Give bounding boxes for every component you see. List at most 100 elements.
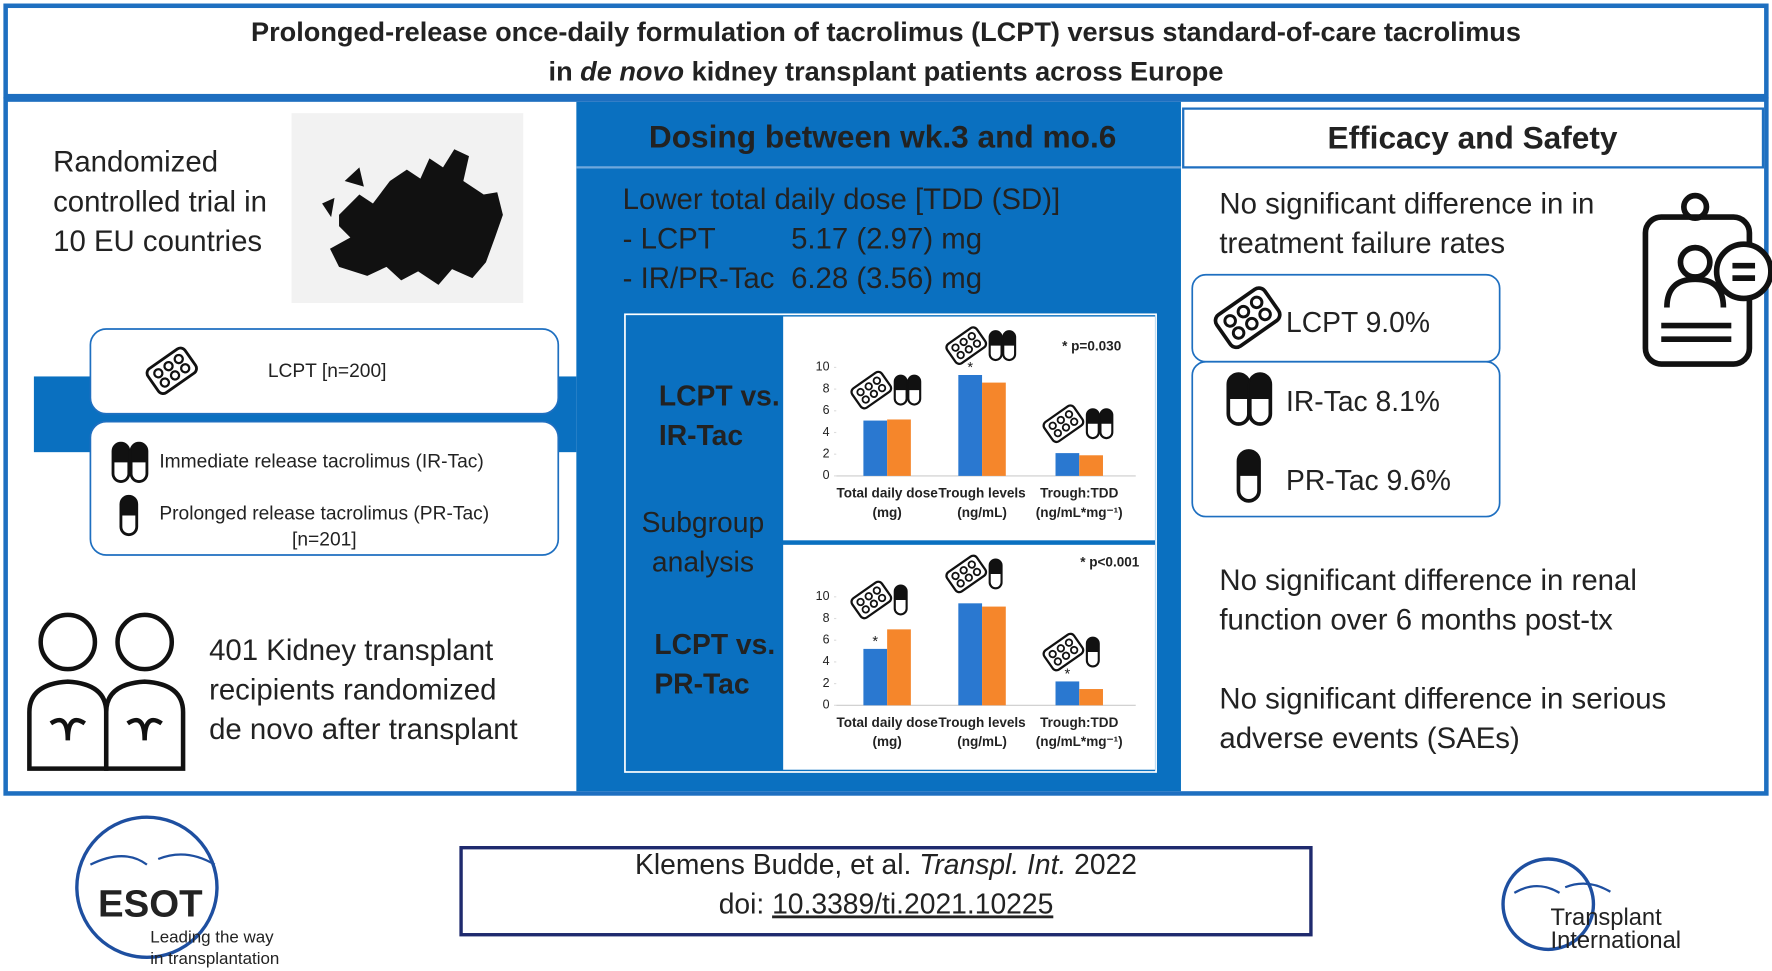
significance-marker: *: [1065, 667, 1071, 683]
capsule-icon: [988, 558, 1003, 590]
bar: [958, 374, 983, 476]
esot-tagline: Leading the way: [150, 928, 274, 947]
y-tick-label: 8: [823, 381, 830, 395]
x-tick-label: (ng/mL*mg⁻¹): [1036, 734, 1123, 749]
body-text: Randomized: [53, 146, 218, 179]
citation: Klemens Budde, et al. Transpl. Int. 2022: [635, 848, 1137, 880]
arm-label: Prolonged release tacrolimus (PR-Tac): [159, 503, 489, 524]
panel-heading: Dosing between wk.3 and mo.6: [649, 118, 1116, 154]
capsule-icon: [893, 584, 908, 616]
europe-map: [322, 149, 503, 285]
y-tick-label: 8: [823, 611, 830, 625]
y-tick-label: 10: [816, 360, 830, 374]
body-text: treatment failure rates: [1219, 227, 1505, 260]
citation-part: Klemens Budde, et al.: [635, 848, 919, 880]
panel-heading: Efficacy and Safety: [1328, 120, 1618, 156]
bar: [863, 420, 888, 476]
esot-tagline: in transplantation: [150, 949, 279, 968]
body-text: 10 EU countries: [53, 225, 262, 258]
subgroup-label: analysis: [652, 546, 754, 578]
title-part: in: [549, 56, 581, 87]
chart-annotation: * p<0.001: [1080, 554, 1140, 569]
journal-wordmark: Transplant: [1551, 905, 1663, 931]
bar: [1055, 453, 1080, 476]
capsule-icon: [893, 374, 908, 406]
title-line: in de novo kidney transplant patients ac…: [549, 56, 1224, 87]
capsule-icon: [119, 494, 139, 537]
comparison-label: IR-Tac: [659, 419, 743, 451]
dose-label: - LCPT: [623, 223, 716, 256]
x-tick-label: Trough levels: [938, 486, 1025, 501]
capsule-icon: [1085, 636, 1100, 668]
bar: [863, 648, 888, 706]
rate-label: IR-Tac 8.1%: [1286, 385, 1440, 417]
journal-wordmark: International: [1551, 928, 1682, 954]
subgroup-label: Subgroup: [642, 506, 765, 538]
capsule-icon: [129, 441, 149, 483]
esot-wordmark: ESOT: [98, 883, 203, 926]
body-text: No significant difference in renal: [1219, 564, 1636, 597]
title-part: kidney transplant patients across Europe: [684, 56, 1223, 87]
body-text: adverse events (SAEs): [1219, 722, 1519, 755]
capsule-icon: [111, 441, 131, 483]
comparison-label: LCPT vs.: [654, 628, 775, 660]
title-line: Prolonged-release once-daily formulation…: [251, 16, 1521, 47]
bar: [1055, 681, 1080, 706]
journal-logo: [1501, 857, 1611, 952]
x-tick-label: Total daily dose: [836, 715, 938, 730]
citation-box: [459, 846, 1313, 937]
tac-arm-box: [89, 420, 560, 556]
patients-icon: [27, 612, 186, 771]
x-tick-label: Trough:TDD: [1040, 715, 1118, 730]
y-tick-label: 2: [823, 446, 830, 460]
comparison-label: LCPT vs.: [659, 379, 780, 411]
doi-prefix: doi:: [719, 888, 772, 920]
body-text: recipients randomized: [209, 674, 496, 707]
lcpt-arm-box: [89, 328, 560, 415]
body-text: 401 Kidney transplant: [209, 634, 493, 667]
body-text: de novo after transplant: [209, 713, 518, 746]
capsule-icon: [1247, 372, 1273, 426]
dose-label: - IR/PR-Tac: [623, 262, 775, 295]
capsule-icon: [1002, 330, 1017, 362]
citation-part: Transpl. Int.: [919, 848, 1066, 880]
right-heading-box: [1182, 107, 1765, 169]
capsule-icon: [988, 330, 1003, 362]
body-text: controlled trial in: [53, 185, 267, 218]
comparison-label: PR-Tac: [654, 668, 749, 700]
bar: [887, 629, 911, 706]
x-tick-label: (ng/mL): [957, 734, 1007, 749]
significance-marker: *: [967, 360, 973, 376]
significance-marker: *: [872, 634, 878, 650]
doi-link[interactable]: 10.3389/ti.2021.10225: [772, 888, 1053, 920]
body-text: No significant difference in in: [1219, 188, 1594, 221]
bar: [1079, 689, 1103, 706]
y-tick-label: 10: [816, 589, 830, 603]
capsule-icon: [1236, 449, 1261, 503]
x-tick-label: (mg): [872, 734, 901, 749]
capsule-icon: [1226, 372, 1251, 426]
body-text: No significant difference in serious: [1219, 683, 1666, 716]
title-part: de novo: [580, 56, 684, 87]
body-text: Lower total daily dose [TDD (SD)]: [623, 183, 1061, 216]
bar: [982, 606, 1006, 706]
y-tick-label: 2: [823, 676, 830, 690]
x-tick-label: (mg): [872, 505, 901, 520]
bar: [958, 603, 983, 706]
rate-label: LCPT 9.0%: [1286, 306, 1430, 338]
body-text: function over 6 months post-tx: [1219, 603, 1613, 636]
y-tick-label: 0: [823, 468, 830, 482]
bar: [1079, 455, 1103, 476]
capsule-icon: [1085, 408, 1100, 440]
y-tick-label: 0: [823, 698, 830, 712]
citation-part: 2022: [1066, 848, 1137, 880]
bar: [982, 382, 1006, 476]
y-tick-label: 4: [823, 425, 830, 439]
dose-value: 6.28 (3.56) mg: [791, 262, 982, 295]
x-tick-label: (ng/mL*mg⁻¹): [1036, 505, 1123, 520]
doi: doi: 10.3389/ti.2021.10225: [719, 888, 1054, 920]
arm-label: Immediate release tacrolimus (IR-Tac): [159, 451, 483, 472]
header-box: [3, 3, 1769, 99]
arm-label: [n=201]: [292, 529, 357, 550]
